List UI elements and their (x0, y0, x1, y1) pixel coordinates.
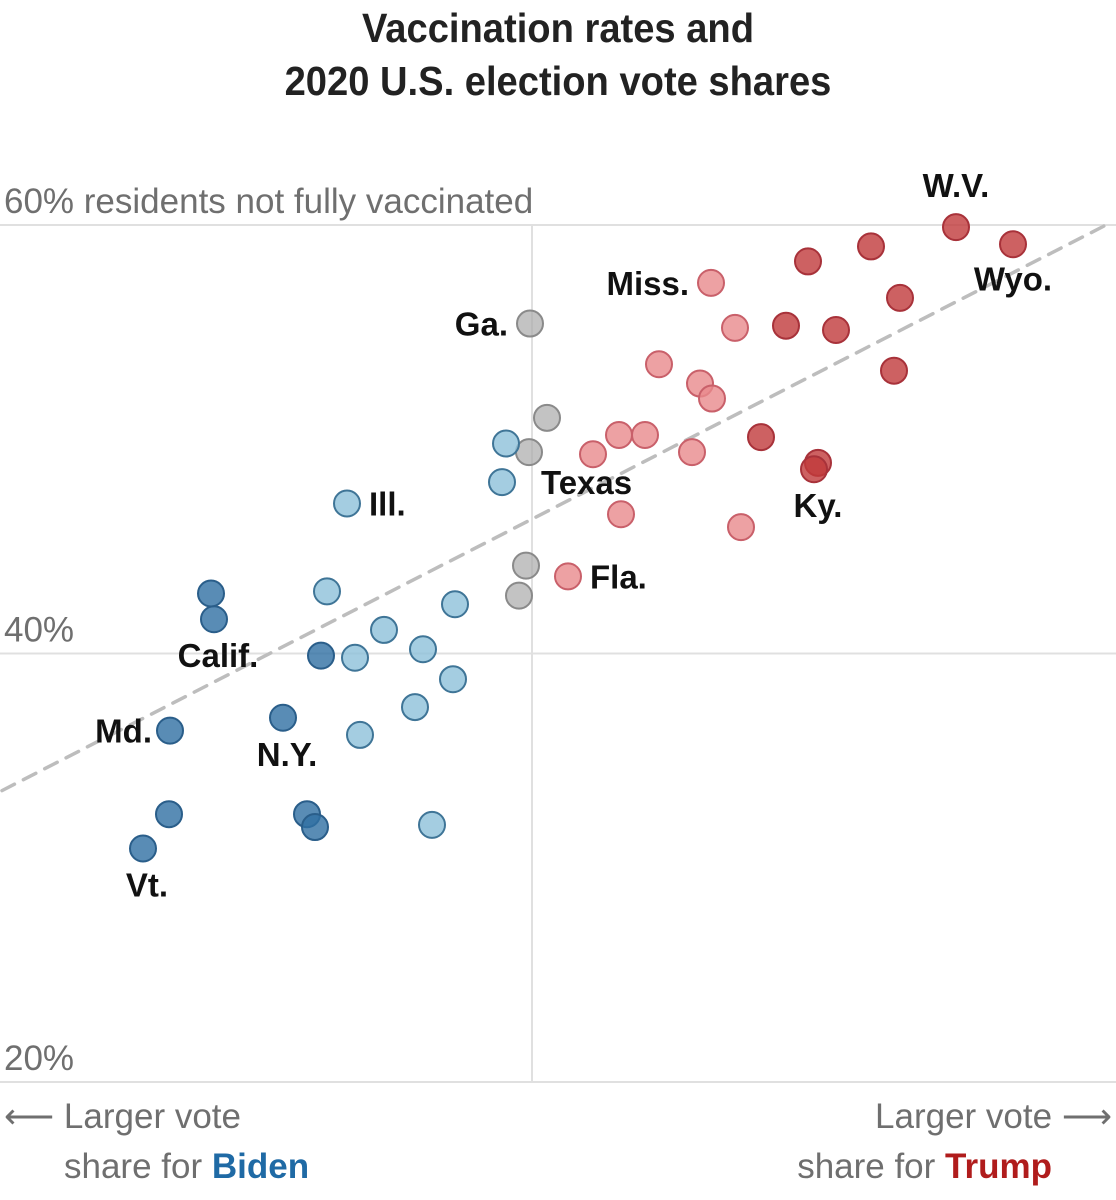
point-label-miss: Miss. (606, 265, 689, 302)
state-point (579, 440, 607, 469)
right-note-prefix: share for (797, 1147, 946, 1186)
state-point-fla (554, 562, 582, 591)
state-point (605, 420, 633, 449)
state-point (409, 635, 437, 664)
left-arrow-icon: ⟵ (4, 1097, 55, 1136)
state-point (794, 247, 822, 276)
left-note-prefix: share for (64, 1147, 212, 1186)
state-point-md (156, 716, 184, 745)
state-point (721, 313, 749, 342)
trump-label: Trump (945, 1147, 1052, 1186)
point-label-wv: W.V. (923, 167, 990, 204)
biden-direction-note: ⟵ Larger vote share for Biden (4, 1092, 309, 1192)
state-point-ill (333, 489, 361, 518)
state-point-miss (697, 268, 725, 297)
state-point-ny (269, 703, 297, 732)
state-point (747, 423, 775, 452)
state-point (401, 693, 429, 722)
state-point (492, 429, 520, 458)
point-label-ga: Ga. (455, 306, 508, 343)
state-point (418, 810, 446, 839)
state-point (441, 590, 469, 619)
state-point (439, 665, 467, 694)
state-point (512, 551, 540, 580)
state-point (341, 643, 369, 672)
state-point-ga (516, 309, 544, 338)
state-point (772, 311, 800, 340)
title-line-2: 2020 U.S. election vote shares (284, 58, 832, 104)
state-point (631, 420, 659, 449)
state-point (505, 581, 533, 610)
trump-direction-note: Larger vote ⟶ share for Trump (797, 1092, 1112, 1192)
chart-title: Vaccination rates and 2020 U.S. election… (39, 2, 1077, 108)
point-label-ky: Ky. (794, 487, 843, 524)
y-tick-label-40: 40% (4, 611, 74, 650)
point-label-vt: Vt. (126, 866, 168, 903)
state-point (886, 283, 914, 312)
points-layer (129, 213, 1027, 863)
title-line-1: Vaccination rates and (361, 5, 755, 51)
point-label-calif: Calif. (178, 637, 259, 674)
point-label-wyo: Wyo. (974, 260, 1052, 297)
point-label-ill: Ill. (369, 486, 406, 523)
state-point (533, 403, 561, 432)
y-tick-label-60: 60% residents not fully vaccinated (4, 182, 533, 221)
trend-line-layer (0, 223, 1108, 793)
right-note-line1: Larger vote (875, 1097, 1053, 1136)
point-label-texas: Texas (541, 464, 632, 501)
state-point (645, 350, 673, 379)
labels-layer: W.V. Wyo. Miss. Ga. Texas Ky. Fla. Ill. Calif. Md… (95, 167, 1052, 903)
grid: 60% residents not fully vaccinated 40% 20% (0, 182, 1116, 1083)
state-point (155, 800, 183, 829)
state-point-vt (129, 834, 157, 863)
state-point (301, 813, 329, 842)
state-point-ky (800, 455, 828, 484)
state-point (488, 468, 516, 497)
state-point (607, 500, 635, 529)
point-label-ny: N.Y. (257, 736, 318, 773)
y-tick-label-20: 20% (4, 1039, 74, 1078)
biden-label: Biden (211, 1147, 310, 1186)
state-point-calif (200, 605, 228, 634)
state-point (857, 232, 885, 261)
state-point (197, 579, 225, 608)
trend-line (0, 223, 1108, 793)
state-point (370, 615, 398, 644)
state-point (346, 720, 374, 749)
state-point (678, 438, 706, 467)
state-point (822, 315, 850, 344)
state-point (698, 384, 726, 413)
point-label-md: Md. (95, 713, 152, 750)
state-point (307, 641, 335, 670)
state-point (313, 577, 341, 606)
left-note-line1: Larger vote (63, 1097, 241, 1136)
state-point (880, 356, 908, 385)
point-label-fla: Fla. (590, 558, 647, 595)
state-point-wyo (999, 230, 1027, 259)
state-point (727, 513, 755, 542)
right-arrow-icon: ⟶ (1061, 1097, 1112, 1136)
state-point-wv (942, 213, 970, 242)
